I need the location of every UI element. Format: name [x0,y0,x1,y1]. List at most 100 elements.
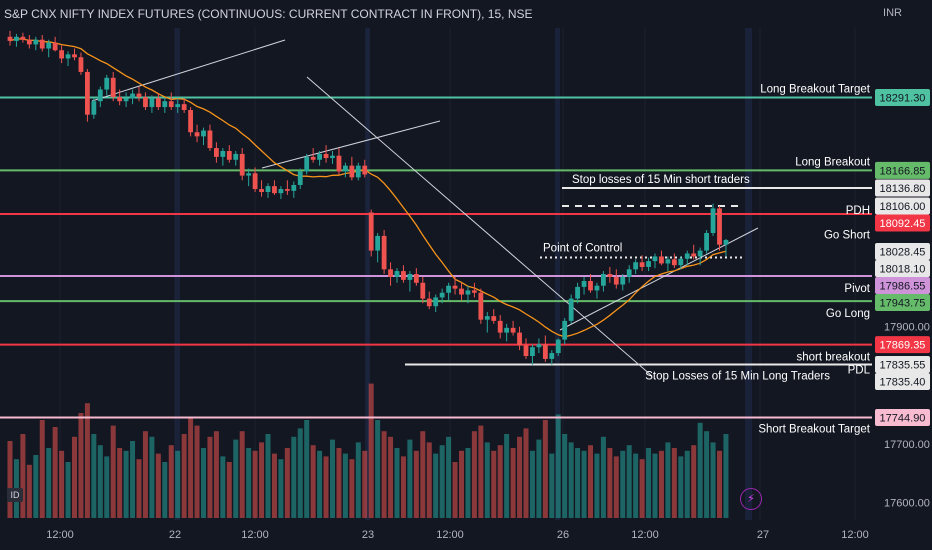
volume-bar [523,428,529,518]
candle-body [555,339,561,354]
candle-body [665,259,671,264]
candle-body [491,316,497,321]
level-label: Long Breakout [795,156,871,168]
candle-body [91,101,97,115]
candle-body [659,256,664,264]
price-label: 17869.35 [880,340,926,352]
volume-bar [52,427,58,518]
candle-body [117,97,123,102]
volume-bar [317,450,323,518]
price-axis: 17600.00 17700.00 17900.00 18291.30 18166.85… [874,28,932,520]
candle-body [613,276,619,285]
tradingview-logo-icon[interactable]: ID [7,488,23,502]
volume-bar [213,431,219,518]
candle-body [601,274,606,286]
volume-bar [33,455,39,518]
candle-body [504,327,510,333]
session-band [555,28,560,520]
candle-body [136,93,142,98]
volume-bar [549,453,555,518]
level-label: Go Short [824,229,871,241]
candle-body [162,101,168,108]
price-tick-label: 17700.00 [884,439,930,451]
candle-body [304,156,310,172]
volume-bar [46,448,52,518]
level-label: Point of Control [543,243,622,255]
candle-body [607,274,613,277]
volume-bar [478,425,484,518]
candle-body [568,298,574,321]
volume-bar [465,448,471,518]
candle-body [52,42,58,51]
candle-body [201,130,206,137]
candle-body [246,173,252,176]
candle-body [452,285,458,289]
volume-bar [588,445,593,518]
time-tick-label: 12:00 [46,529,74,541]
trend-line [261,120,441,169]
price-label: 18166.85 [880,165,926,177]
candle-body [336,155,342,172]
volume-bar [581,450,587,518]
volume-bar [201,448,206,518]
volume-bar [226,462,232,518]
volume-bar [130,441,136,518]
price-label-box [875,259,930,277]
candle-body [26,39,32,45]
candle-body [478,292,484,320]
price-label-box [875,161,930,179]
candle-body [530,347,535,356]
level-labels: Long Breakout Target Long Breakout Stop lo… [543,84,871,436]
candle-body [407,274,413,280]
time-axis: 12:00 22 12:00 23 12:00 26 12:00 27 12:00 [0,520,932,550]
volume-bar [529,450,535,518]
volume-bar [65,462,71,518]
candle-body [704,233,709,251]
candle-body [626,269,632,277]
volume-bar [671,448,677,518]
trend-lines [91,39,759,377]
candle-body [194,132,200,137]
volume-bar [265,434,271,518]
level-label: Stop losses of 15 Min short traders [572,174,750,186]
currency-label: INR [883,7,902,19]
lightning-icon[interactable]: ⚡ [740,488,762,510]
price-label-box [875,214,930,232]
price-label: 17835.55 [880,359,926,371]
volume-bar [355,442,361,518]
price-label: 18291.30 [880,93,926,105]
volume-bar [723,434,729,518]
candle-body [214,148,219,157]
volume-bar [613,456,619,518]
candle-body [323,153,329,159]
volume-bar [562,434,568,518]
volume-bar [84,403,90,518]
candle-body [484,316,490,320]
candle-body [188,110,193,133]
volume-bar [252,450,258,518]
candle-body [710,208,716,233]
candle-body [233,153,239,160]
volume-bar [710,442,716,518]
candle-body [130,93,135,99]
volume-bar [72,436,77,518]
price-label-box [875,293,930,311]
price-label: 17744.90 [880,413,926,425]
volume-bar [439,445,445,518]
volume-bar [175,450,181,518]
volume-bar [433,453,439,518]
price-label: 18136.80 [880,183,926,195]
candle-body [446,285,451,293]
candle-body [394,271,400,277]
candle-body [459,288,464,295]
volume-bar [168,445,174,518]
volume-bar [162,462,168,518]
volume-bar [349,459,355,518]
volume-bar [652,453,658,518]
level-label: Long Breakout Target [760,84,871,96]
volume-bar [110,425,116,518]
time-tick-label: 22 [169,529,181,541]
time-tick-label: 12:00 [436,529,464,541]
volume-bar [181,434,187,518]
